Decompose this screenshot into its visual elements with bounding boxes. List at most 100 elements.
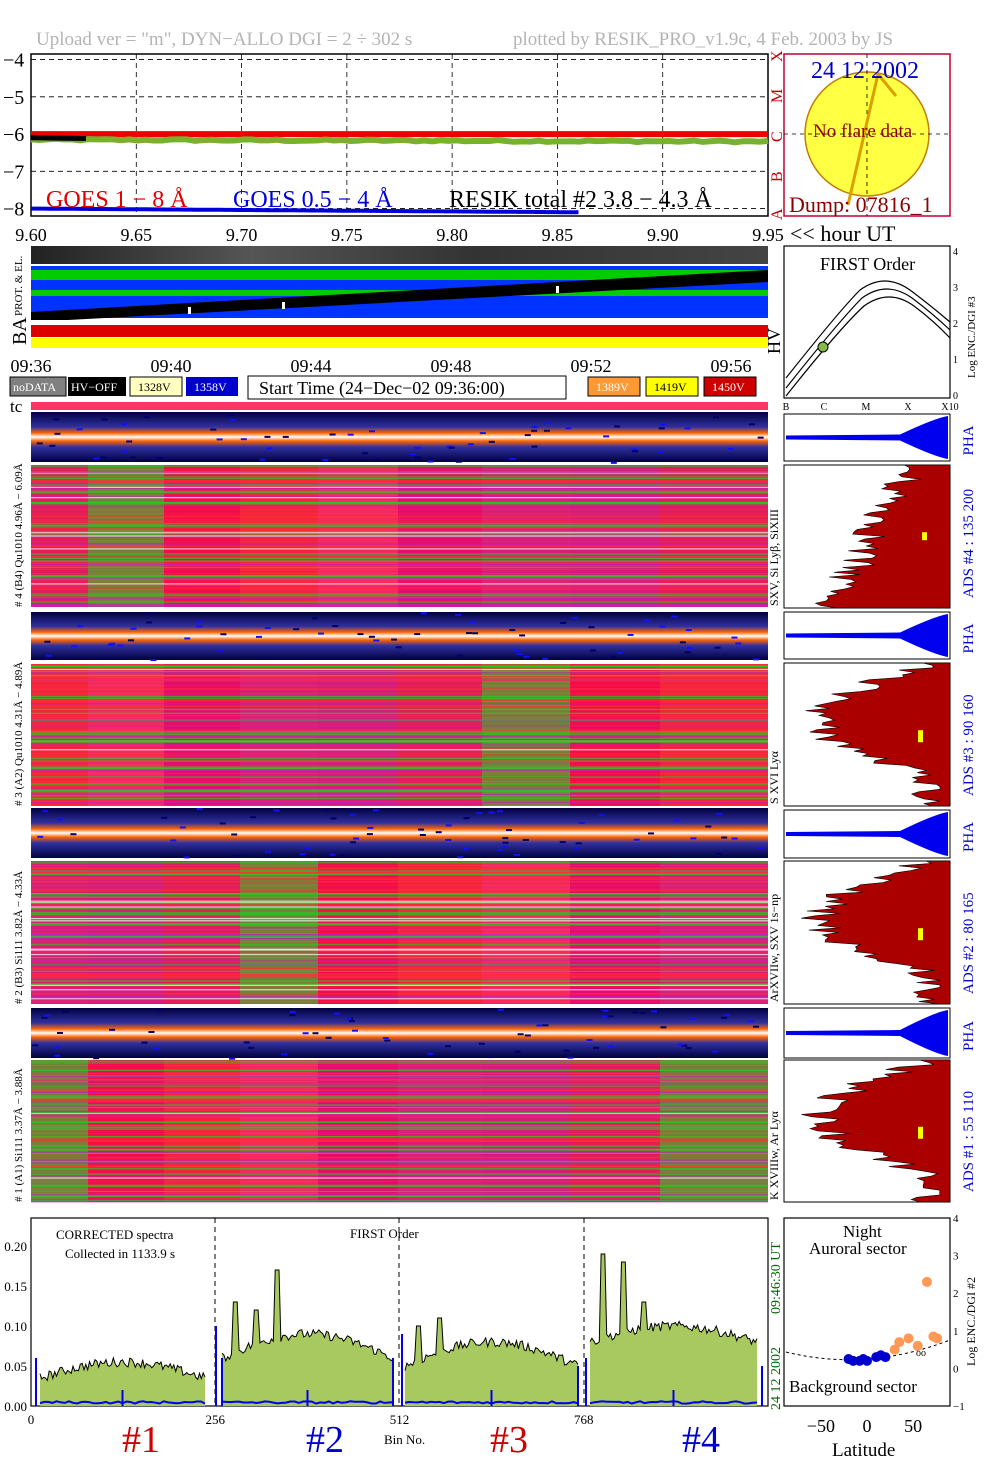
band-speck	[196, 625, 203, 628]
spectrogram-line	[31, 583, 768, 585]
band-speck	[44, 640, 51, 643]
resik-nodata-segment	[30, 135, 87, 142]
spectrogram-block	[164, 1060, 240, 1202]
band-speck	[345, 1017, 352, 1020]
pha-band	[31, 612, 768, 660]
hv-x-tick: C	[821, 402, 828, 413]
spectrogram-line	[31, 995, 768, 998]
spectrum-xlabel: Bin No.	[384, 1432, 425, 1447]
spectrogram-line	[31, 761, 768, 763]
band-speck	[128, 639, 135, 642]
band-speck	[502, 837, 509, 840]
legend-goes05: GOES 0.5 − 4 Å	[233, 187, 393, 213]
spectrogram-block	[31, 861, 88, 1004]
latitude-y-tick: 1	[953, 1326, 959, 1338]
band-speck	[716, 812, 723, 815]
band-speck	[598, 814, 605, 817]
band-speck	[463, 848, 470, 851]
goes-y-tick: −4	[3, 50, 24, 72]
hv-operating-point	[817, 341, 829, 353]
pha-histogram	[786, 1010, 948, 1056]
spectrogram-line	[31, 878, 768, 880]
latitude-ylabel: Log ENC./DGI #2	[964, 1277, 978, 1366]
band-speck	[748, 423, 755, 426]
spectrogram-line	[31, 949, 768, 951]
spectrum-order: FIRST Order	[350, 1226, 419, 1241]
spectrogram-line	[31, 1115, 768, 1117]
spectrogram-line	[31, 953, 768, 956]
goes-panel: −4−5−6−7−8 9.60 9.65 9.70 9.75 9.80 9.85 9.90 9…	[3, 50, 896, 246]
spectrogram-line	[31, 913, 768, 915]
band-speck	[542, 657, 549, 660]
spectrogram-line	[31, 596, 768, 599]
band-speck	[121, 423, 128, 426]
spectrogram-line	[31, 695, 768, 697]
channel-label-4: #4	[682, 1419, 720, 1461]
goes-series-line	[31, 206, 579, 215]
band-speck	[747, 1020, 754, 1023]
tc-label: tc	[10, 397, 23, 416]
band-speck	[183, 856, 190, 859]
spectrogram-line	[31, 900, 768, 902]
band-speck	[617, 652, 624, 655]
band-speck	[658, 427, 665, 430]
hv-y-tick: 4	[953, 247, 958, 258]
band-speck	[384, 1039, 391, 1042]
ba-strip-red	[31, 325, 768, 337]
band-speck	[643, 619, 650, 622]
band-speck	[368, 635, 375, 638]
band-speck	[329, 853, 336, 856]
spectrum-y-tick: 0.20	[4, 1239, 27, 1254]
spectrogram-line	[31, 1145, 768, 1147]
spectrogram-line	[31, 555, 768, 557]
spectrogram-line	[31, 904, 768, 906]
band-speck	[469, 620, 476, 623]
spectrogram-line	[31, 565, 768, 567]
hv-y-tick: 0	[953, 391, 958, 402]
band-speck	[684, 651, 691, 654]
band-speck	[543, 429, 550, 432]
svg-text:noDATA: noDATA	[13, 380, 56, 394]
band-speck	[333, 1012, 340, 1015]
spectrogram-line	[31, 712, 768, 714]
spectrogram-line	[31, 739, 768, 742]
spectrogram-line	[31, 760, 768, 762]
spectrum-fill	[590, 1254, 757, 1406]
spectrum-y-tick: 0.10	[4, 1319, 27, 1334]
band-speck	[455, 460, 462, 463]
band-speck	[46, 654, 53, 657]
channel-1: # 1 (A1) Si111 3.37Å − 3.88Å PHA K XVIIIw,…	[13, 1007, 977, 1203]
spectrum-body	[35, 1218, 763, 1406]
latitude-points	[843, 1276, 943, 1366]
latitude-x-tick: 50	[904, 1416, 922, 1436]
spectrogram-line	[31, 1168, 768, 1170]
background-threshold	[785, 1339, 951, 1361]
spectrogram-line	[31, 746, 768, 749]
svg-text:HV−OFF: HV−OFF	[71, 380, 117, 394]
spectrogram-line	[31, 791, 768, 793]
band-speck	[488, 440, 495, 443]
spectrogram-line	[31, 525, 768, 527]
band-speck	[366, 833, 373, 836]
spectrogram-line	[31, 731, 768, 733]
spectrum-title-2: Collected in 1133.9 s	[65, 1246, 175, 1261]
spectrogram-line	[31, 562, 768, 564]
hv-y-tick: 1	[953, 355, 958, 366]
spectrogram-line	[31, 471, 768, 473]
spectrogram-line	[31, 1177, 768, 1179]
band-speck	[71, 645, 78, 648]
band-speck	[457, 654, 464, 657]
band-speck	[157, 1009, 164, 1012]
label-ba: BA	[9, 317, 31, 345]
spectrogram-line	[31, 479, 768, 482]
band-speck	[455, 613, 462, 616]
latitude-y-axis: −1 0 1 2 3 4	[953, 1213, 965, 1413]
band-speck	[153, 1047, 160, 1050]
band-speck	[349, 813, 356, 816]
spectrogram-line	[31, 1125, 768, 1127]
band-speck	[509, 457, 516, 460]
spectrum-date: 24 12 2002	[769, 1347, 784, 1410]
band-speck	[170, 839, 177, 842]
band-speck	[752, 1025, 759, 1028]
band-speck	[602, 1015, 609, 1018]
